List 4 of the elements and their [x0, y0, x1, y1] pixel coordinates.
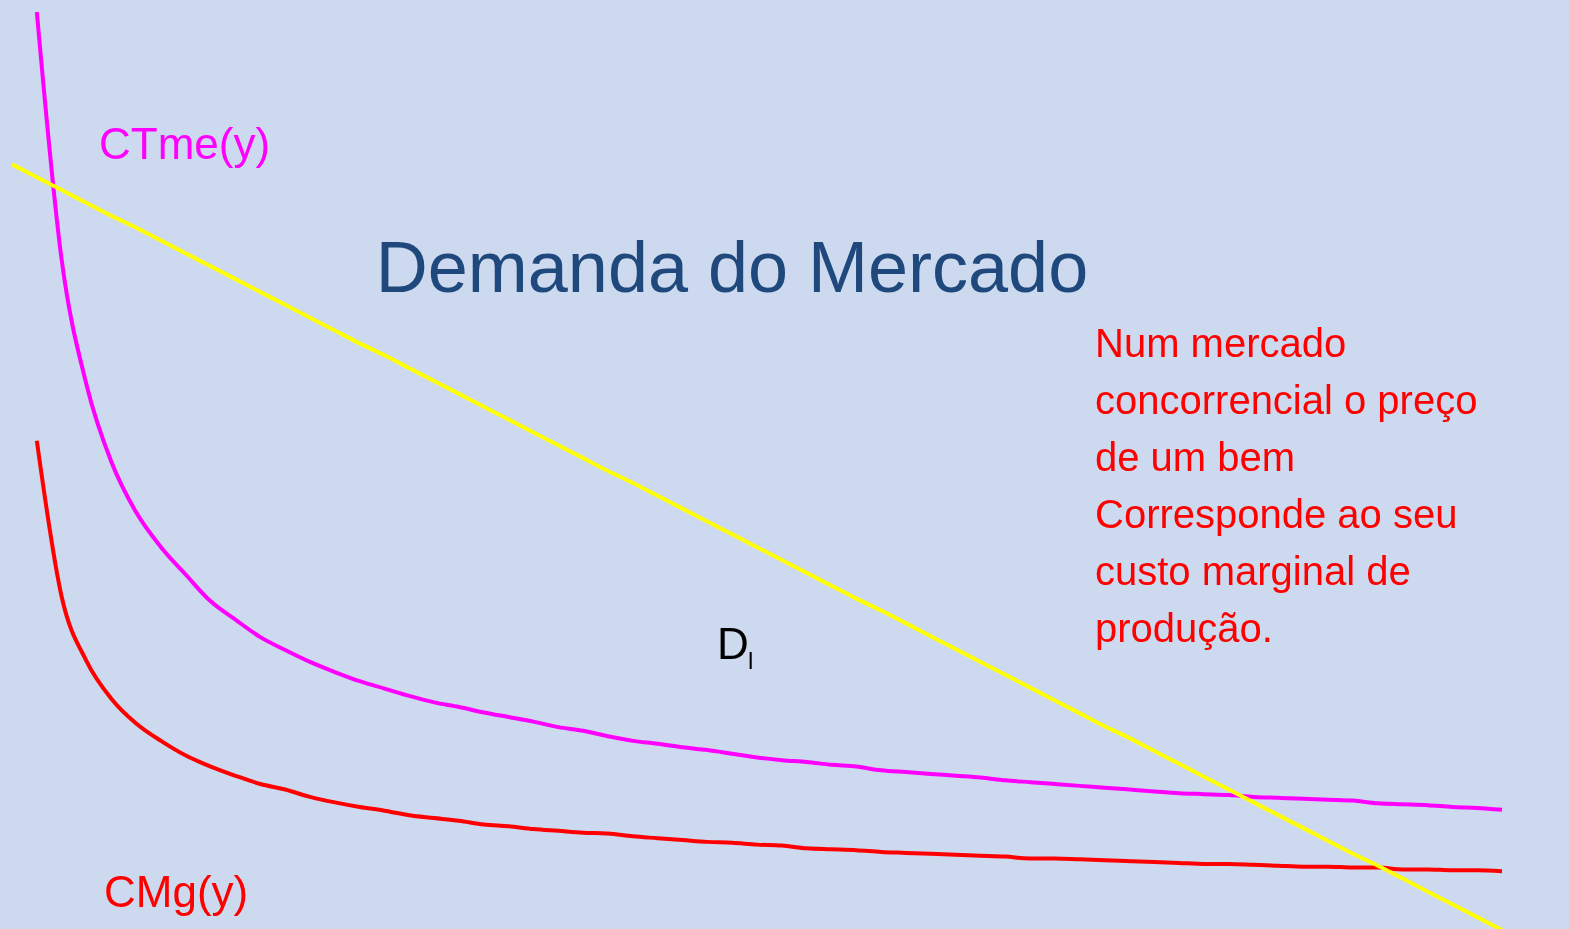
- annotation: Num mercado concorrencial o preço de um bem Corresponde ao seu custo marginal de produção.: [1095, 321, 1478, 650]
- series-label: CTme(y): [99, 119, 271, 168]
- series-label: CMg(y): [104, 867, 249, 916]
- text: Demanda do Mercado: [375, 227, 1089, 307]
